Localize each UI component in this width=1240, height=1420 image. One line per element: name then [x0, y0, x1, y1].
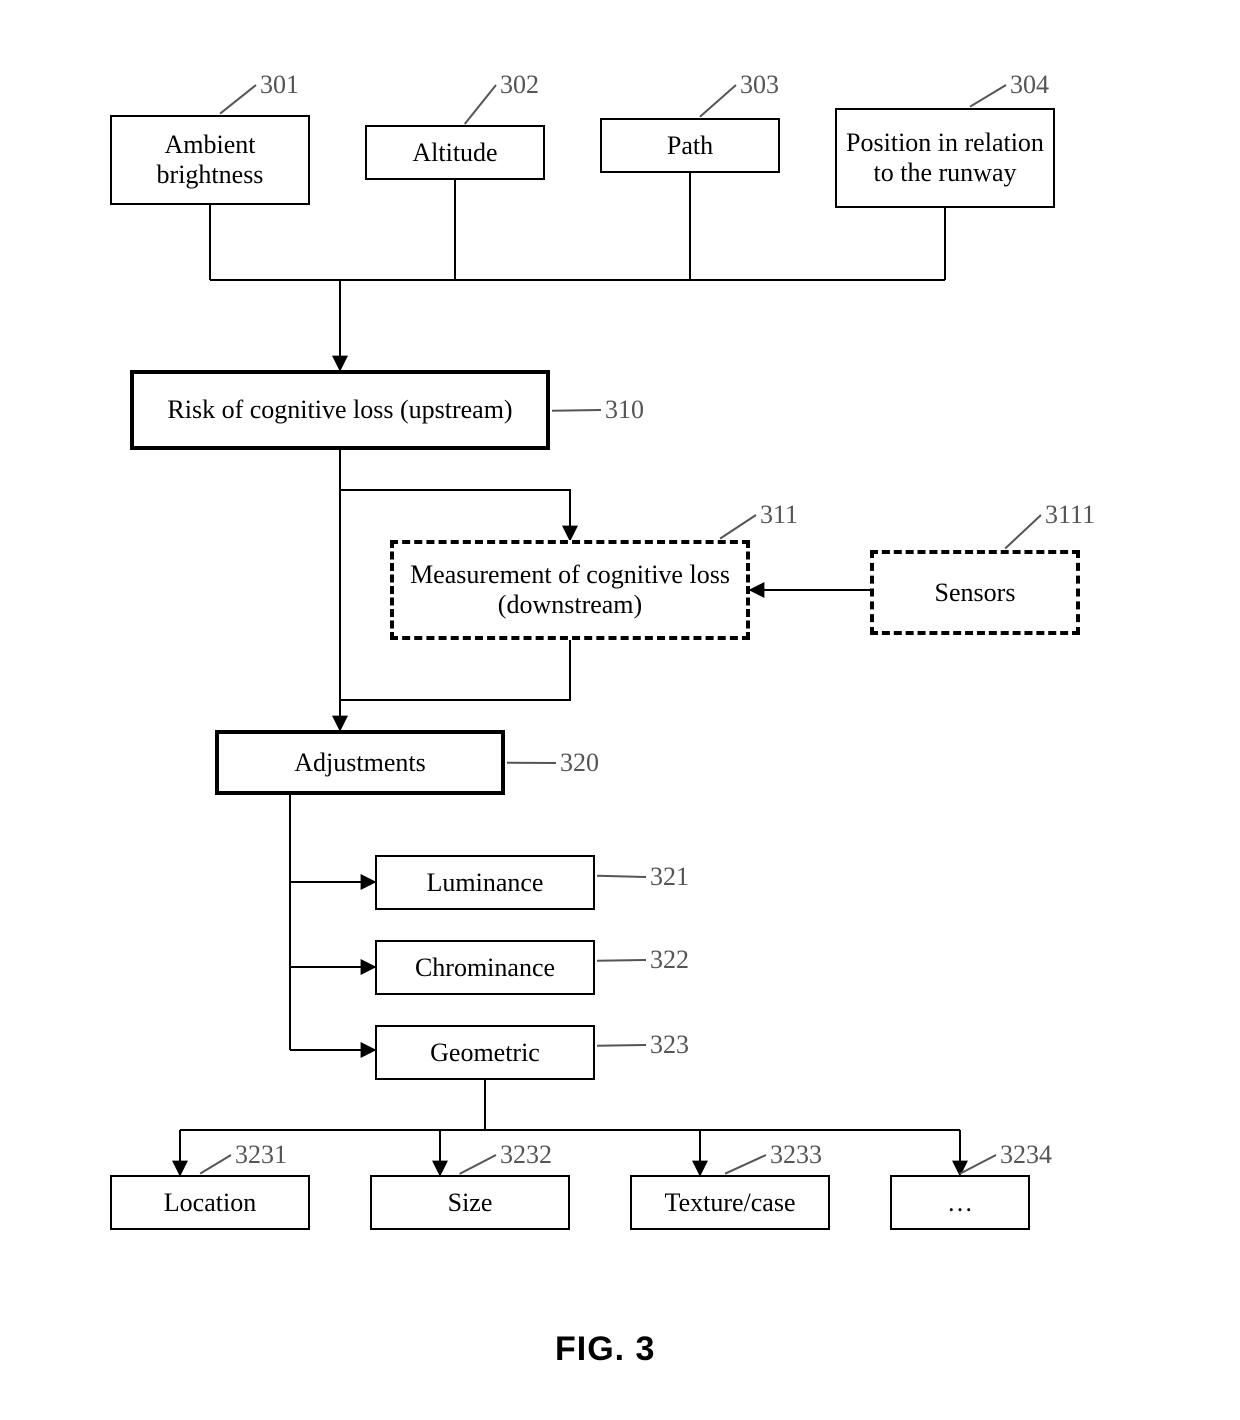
node-n3234: … [890, 1175, 1030, 1230]
node-n3231: Location [110, 1175, 310, 1230]
ref-label-n322: 322 [650, 945, 689, 975]
ref-leader-n322 [597, 959, 646, 962]
ref-label-n301: 301 [260, 70, 299, 100]
node-n301: Ambient brightness [110, 115, 310, 205]
ref-leader-n3232 [460, 1154, 497, 1174]
ref-label-n321: 321 [650, 862, 689, 892]
ref-label-n3233: 3233 [770, 1140, 822, 1170]
ref-label-n303: 303 [740, 70, 779, 100]
ref-leader-n320 [507, 762, 556, 764]
ref-leader-n321 [597, 875, 646, 878]
ref-label-n320: 320 [560, 748, 599, 778]
ref-leader-n304 [969, 84, 1006, 107]
ref-leader-n323 [597, 1044, 646, 1047]
ref-leader-n301 [219, 85, 256, 115]
ref-label-n304: 304 [1010, 70, 1049, 100]
ref-leader-n302 [464, 85, 497, 125]
node-n303: Path [600, 118, 780, 173]
ref-leader-n310 [552, 409, 601, 412]
diagram-canvas: FIG. 3 Ambient brightness 301 Altitude 302 P… [0, 0, 1240, 1420]
ref-label-n3232: 3232 [500, 1140, 552, 1170]
node-n3233: Texture/case [630, 1175, 830, 1230]
ref-leader-n3111 [1004, 515, 1041, 550]
ref-label-n311: 311 [760, 500, 798, 530]
node-n322: Chrominance [375, 940, 595, 995]
node-n311: Measurement of cognitive loss (downstrea… [390, 540, 750, 640]
node-n302: Altitude [365, 125, 545, 180]
node-n3232: Size [370, 1175, 570, 1230]
ref-label-n323: 323 [650, 1030, 689, 1060]
ref-label-n3231: 3231 [235, 1140, 287, 1170]
node-n310: Risk of cognitive loss (upstream) [130, 370, 550, 450]
ref-label-n302: 302 [500, 70, 539, 100]
ref-label-n310: 310 [605, 395, 644, 425]
node-n304: Position in relation to the runway [835, 108, 1055, 208]
ref-label-n3234: 3234 [1000, 1140, 1052, 1170]
node-n320: Adjustments [215, 730, 505, 795]
ref-leader-n3234 [960, 1154, 997, 1174]
ref-leader-n3233 [725, 1154, 767, 1175]
ref-leader-n303 [699, 85, 736, 118]
ref-leader-n311 [719, 514, 756, 539]
figure-caption: FIG. 3 [555, 1330, 655, 1369]
node-n321: Luminance [375, 855, 595, 910]
node-n323: Geometric [375, 1025, 595, 1080]
ref-label-n3111: 3111 [1045, 500, 1095, 530]
ref-leader-n3231 [199, 1154, 231, 1174]
node-n3111: Sensors [870, 550, 1080, 635]
